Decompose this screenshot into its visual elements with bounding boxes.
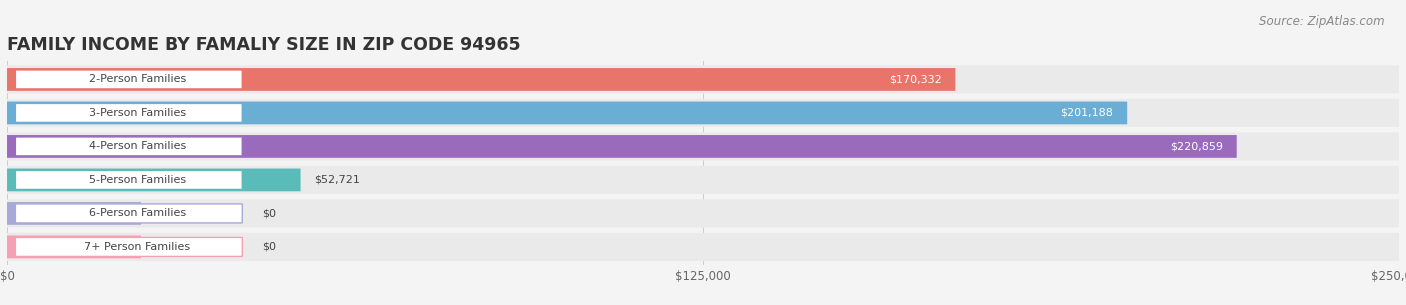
Text: $201,188: $201,188: [1060, 108, 1114, 118]
FancyBboxPatch shape: [15, 137, 242, 156]
Text: $220,859: $220,859: [1170, 142, 1223, 151]
Text: 5-Person Families: 5-Person Families: [89, 175, 186, 185]
Text: $0: $0: [262, 208, 276, 218]
FancyBboxPatch shape: [7, 166, 1399, 194]
FancyBboxPatch shape: [15, 237, 242, 257]
FancyBboxPatch shape: [7, 68, 956, 91]
Text: $170,332: $170,332: [889, 74, 942, 84]
FancyBboxPatch shape: [7, 233, 1399, 261]
Text: Source: ZipAtlas.com: Source: ZipAtlas.com: [1260, 15, 1385, 28]
FancyBboxPatch shape: [15, 170, 242, 189]
Text: $0: $0: [262, 242, 276, 252]
Text: FAMILY INCOME BY FAMALIY SIZE IN ZIP CODE 94965: FAMILY INCOME BY FAMALIY SIZE IN ZIP COD…: [7, 36, 520, 54]
FancyBboxPatch shape: [7, 99, 1399, 127]
FancyBboxPatch shape: [7, 199, 1399, 228]
FancyBboxPatch shape: [7, 135, 1237, 158]
Text: 3-Person Families: 3-Person Families: [89, 108, 186, 118]
FancyBboxPatch shape: [15, 204, 242, 223]
FancyBboxPatch shape: [15, 70, 242, 89]
Text: $52,721: $52,721: [315, 175, 360, 185]
FancyBboxPatch shape: [7, 65, 1399, 94]
FancyBboxPatch shape: [7, 235, 141, 258]
FancyBboxPatch shape: [7, 169, 301, 191]
Text: 7+ Person Families: 7+ Person Families: [84, 242, 190, 252]
FancyBboxPatch shape: [15, 103, 242, 122]
Text: 4-Person Families: 4-Person Families: [89, 142, 186, 151]
Text: 6-Person Families: 6-Person Families: [89, 208, 186, 218]
FancyBboxPatch shape: [7, 132, 1399, 160]
FancyBboxPatch shape: [7, 202, 141, 225]
FancyBboxPatch shape: [7, 102, 1128, 124]
Text: 2-Person Families: 2-Person Families: [89, 74, 186, 84]
